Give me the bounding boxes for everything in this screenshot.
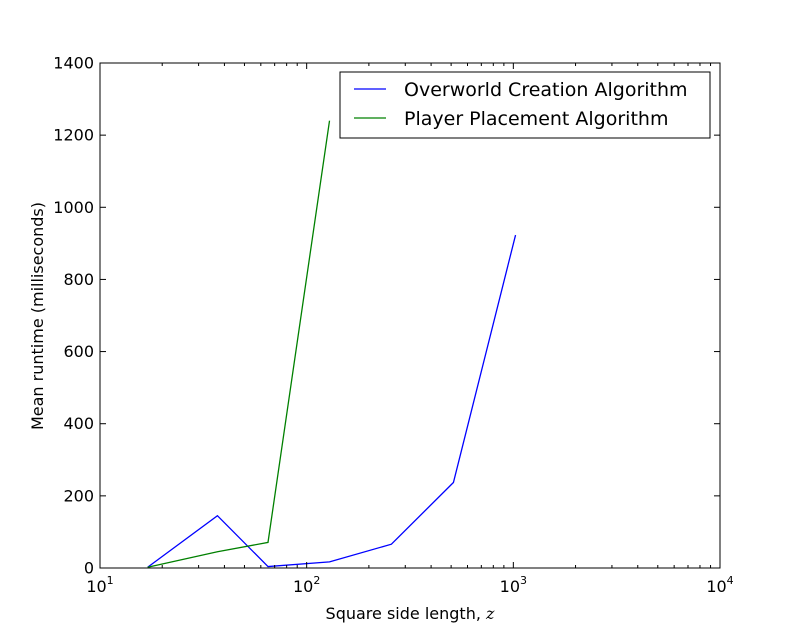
y-tick-label: 1400 [53,54,94,73]
series-line-1 [147,234,517,568]
x-axis-title: Square side length, z [326,604,495,623]
x-tick-label: 103 [500,574,527,596]
y-tick-label: 400 [63,414,94,433]
y-tick-label: 1000 [53,198,94,217]
tick-layer: 0 200 400 600 800 1000 1200 1400 101 102 103 104 [53,54,733,597]
y-tick-label: 0 [84,559,94,578]
legend-label-1: Overworld Creation Algorithm [404,79,688,101]
legend: Overworld Creation Algorithm Player Place… [339,71,711,139]
legend-label-2: Player Placement Algorithm [404,108,668,130]
y-axis-title: Mean runtime (milliseconds) [28,202,47,430]
y-tick-label: 600 [63,342,94,361]
x-tick-label: 102 [293,574,320,596]
series-layer [147,120,517,568]
series-line-2 [147,120,331,568]
y-tick-label: 200 [63,486,94,505]
legend-box [339,71,711,139]
y-tick-label: 1200 [53,126,94,145]
y-tick-label: 800 [63,270,94,289]
x-axis-title-variable: z [485,604,495,623]
x-tick-label: 101 [86,574,113,596]
plot-frame [99,62,721,569]
x-axis-title-text: Square side length, [326,604,486,623]
x-tick-label: 104 [706,574,733,596]
